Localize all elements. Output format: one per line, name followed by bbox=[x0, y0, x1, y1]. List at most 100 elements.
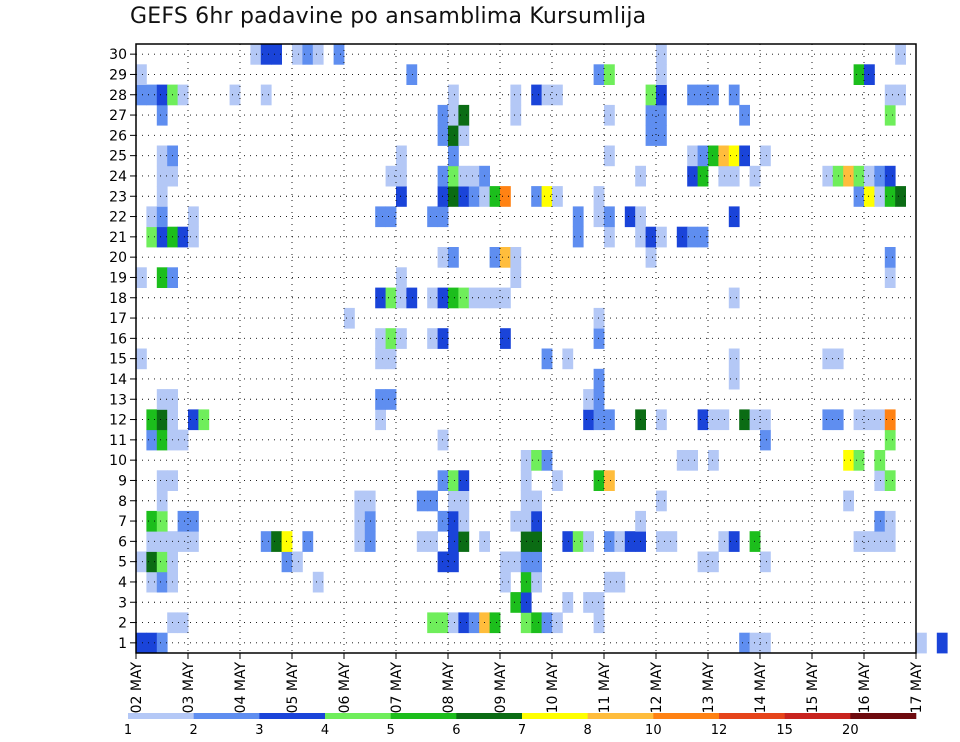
heatmap-cell bbox=[468, 287, 480, 309]
heatmap-cell bbox=[177, 510, 189, 532]
heatmap-cell bbox=[884, 186, 896, 207]
heatmap-cell bbox=[645, 84, 657, 106]
heatmap-cell bbox=[739, 409, 750, 431]
heatmap-cell bbox=[458, 510, 470, 532]
heatmap-cell bbox=[864, 64, 875, 85]
heatmap-cell bbox=[572, 531, 584, 552]
heatmap-cell bbox=[156, 226, 168, 248]
chart-title: GEFS 6hr padavine po ansamblima Kursumli… bbox=[130, 4, 647, 29]
heatmap-cell bbox=[458, 612, 470, 634]
y-tick-label: 11 bbox=[109, 433, 127, 449]
heatmap-cell bbox=[146, 551, 158, 573]
heatmap-cell bbox=[531, 450, 542, 471]
heatmap-cell bbox=[531, 531, 542, 552]
colorbar-label: 4 bbox=[321, 723, 329, 738]
y-tick-label: 9 bbox=[118, 473, 127, 489]
y-tick-label: 4 bbox=[118, 575, 127, 591]
heatmap-cell bbox=[614, 531, 626, 552]
x-axis: 02 MAY 03 MAY 04 MAY 05 MAY 06 MAY 07 MAY 08 M… bbox=[129, 653, 925, 713]
heatmap-cell bbox=[822, 409, 834, 431]
heatmap-cell bbox=[739, 632, 750, 654]
colorbar-swatch bbox=[456, 713, 523, 719]
heatmap-cell bbox=[406, 287, 418, 309]
heatmap-cell bbox=[510, 551, 522, 573]
heatmap-cell bbox=[760, 145, 771, 167]
heatmap-cell bbox=[728, 165, 740, 187]
heatmap-cell bbox=[136, 551, 147, 573]
heatmap-cell bbox=[375, 389, 386, 410]
x-tick-label: 07 MAY bbox=[389, 662, 405, 714]
colorbar-swatch bbox=[128, 713, 194, 719]
heatmap-cell bbox=[312, 44, 324, 65]
heatmap-cell bbox=[385, 206, 397, 228]
y-tick-label: 5 bbox=[118, 555, 127, 571]
colorbar-label: 7 bbox=[518, 723, 526, 738]
heatmap-cell bbox=[188, 531, 199, 552]
heatmap-cell bbox=[146, 84, 158, 106]
heatmap-cell bbox=[884, 267, 896, 288]
heatmap-cell bbox=[874, 470, 886, 491]
heatmap-cell bbox=[708, 450, 719, 471]
heatmap-cell bbox=[458, 287, 470, 309]
x-tick-label: 15 MAY bbox=[805, 662, 821, 714]
heatmap-cell bbox=[656, 409, 667, 431]
heatmap-cell bbox=[448, 104, 459, 126]
heatmap-cell bbox=[843, 490, 854, 512]
heatmap-cell bbox=[260, 44, 272, 65]
heatmap-cell bbox=[853, 64, 865, 85]
heatmap-cell bbox=[396, 165, 407, 187]
heatmap-cell bbox=[489, 247, 501, 268]
x-tick-label: 13 MAY bbox=[701, 662, 717, 714]
heatmap-cell bbox=[396, 287, 407, 309]
heatmap-cell bbox=[448, 287, 459, 309]
colorbar-swatch bbox=[193, 713, 260, 719]
heatmap-cell bbox=[708, 551, 719, 573]
heatmap-cell bbox=[708, 84, 719, 106]
heatmap-cell bbox=[874, 450, 886, 471]
heatmap-cell bbox=[510, 104, 522, 126]
y-tick-label: 15 bbox=[109, 352, 127, 368]
colorbar-swatch bbox=[784, 713, 851, 719]
heatmap-cell bbox=[302, 531, 314, 552]
heatmap-cell bbox=[136, 348, 147, 370]
heatmap-cell bbox=[500, 551, 511, 573]
colorbar-label: 3 bbox=[255, 723, 263, 738]
y-tick-label: 14 bbox=[109, 372, 127, 388]
y-tick-label: 7 bbox=[118, 514, 127, 530]
heatmap-cell bbox=[541, 612, 553, 634]
heatmap-cell bbox=[645, 226, 657, 248]
heatmap-cell bbox=[468, 186, 480, 207]
heatmap-cell bbox=[708, 145, 719, 167]
y-tick-label: 10 bbox=[109, 453, 127, 469]
heatmap-cell bbox=[146, 632, 158, 654]
heatmap-cell bbox=[666, 531, 678, 552]
heatmap-cell bbox=[156, 145, 168, 167]
heatmap-cell bbox=[156, 429, 168, 451]
heatmap-cell bbox=[853, 186, 865, 207]
heatmap-cell bbox=[458, 186, 470, 207]
heatmap-cell bbox=[760, 632, 771, 654]
heatmap-cell bbox=[396, 145, 407, 167]
heatmap-cell bbox=[468, 612, 480, 634]
heatmap-cell bbox=[510, 510, 522, 532]
heatmap-cell bbox=[177, 84, 189, 106]
y-tick-label: 26 bbox=[109, 128, 127, 144]
x-tick-label: 17 MAY bbox=[909, 662, 925, 714]
heatmap-cell bbox=[697, 551, 709, 573]
heatmap-cell bbox=[884, 429, 896, 451]
heatmap-cell bbox=[375, 409, 386, 431]
heatmap-cell bbox=[510, 592, 522, 613]
heatmap-cell bbox=[531, 612, 542, 634]
heatmap-cell bbox=[874, 510, 886, 532]
heatmap-cell bbox=[136, 84, 147, 106]
heatmap-cell bbox=[728, 84, 740, 106]
heatmap-cell bbox=[697, 145, 709, 167]
heatmap-cell bbox=[354, 531, 366, 552]
y-tick-label: 24 bbox=[109, 169, 127, 185]
heatmap-cell bbox=[448, 510, 459, 532]
plot-grid bbox=[136, 44, 916, 653]
heatmap-cell bbox=[614, 571, 626, 593]
heatmap-cell bbox=[583, 531, 594, 552]
heatmap-cell bbox=[728, 206, 740, 228]
heatmap-cell bbox=[177, 612, 189, 634]
